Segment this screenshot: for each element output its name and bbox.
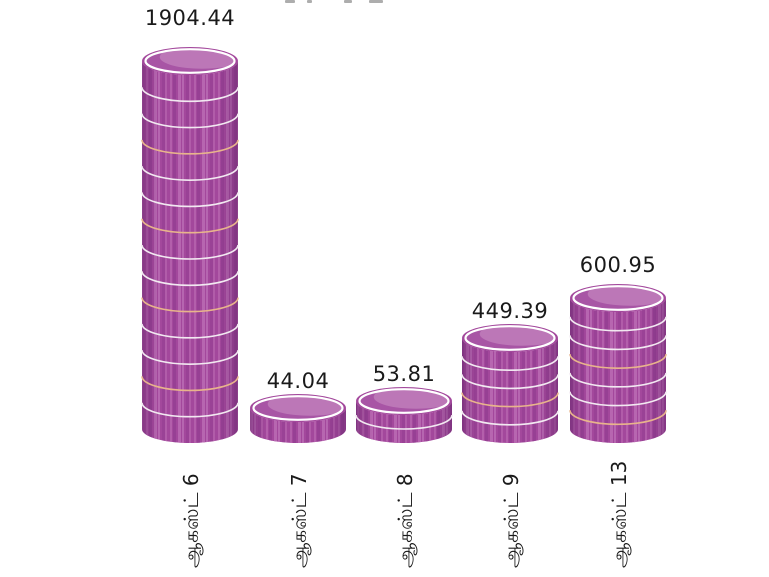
- coin-ring: [572, 285, 664, 311]
- coin-divider: [569, 372, 667, 388]
- coin-divider: [141, 350, 239, 365]
- coin-divider: [141, 376, 239, 392]
- coin-divider: [141, 323, 239, 339]
- coin-ring: [252, 395, 344, 421]
- coin-divider: [461, 392, 559, 408]
- category-label: ஆகஸ்ட் 9: [499, 473, 524, 568]
- value-label: 53.81: [373, 362, 436, 386]
- coin-divider: [141, 166, 239, 181]
- coin-divider: [355, 414, 453, 430]
- coin-divider: [141, 192, 239, 208]
- coin-divider: [461, 356, 559, 371]
- coin-divider: [141, 113, 239, 129]
- value-label: 449.39: [472, 299, 548, 323]
- value-label: 1904.44: [145, 6, 235, 30]
- coin-divider: [569, 354, 667, 369]
- category-label: ஆகஸ்ட் 6: [179, 473, 204, 568]
- coin-divider: [461, 410, 559, 426]
- cropped-title-fragment: [285, 0, 383, 3]
- coin-divider: [141, 402, 239, 418]
- bar: 449.39 ஆகஸ்ட் 9: [461, 299, 559, 568]
- category-label: ஆகஸ்ட் 8: [393, 473, 418, 568]
- coin-divider: [569, 316, 667, 332]
- coin-divider: [569, 410, 667, 426]
- coin-divider: [141, 218, 239, 234]
- coin-divider: [141, 139, 239, 155]
- coin-divider: [141, 87, 239, 103]
- coin-divider: [141, 271, 239, 287]
- bar: 53.81 ஆகஸ்ட் 8: [355, 362, 453, 568]
- value-label: 44.04: [267, 369, 330, 393]
- coin-ring: [358, 388, 450, 414]
- category-label: ஆகஸ்ட் 13: [607, 461, 632, 568]
- coin-divider: [569, 335, 667, 351]
- bar: 44.04 ஆகஸ்ட் 7: [250, 369, 346, 568]
- value-label: 600.95: [580, 253, 656, 277]
- coin-divider: [141, 297, 239, 313]
- bar: 600.95 ஆகஸ்ட் 13: [569, 253, 667, 568]
- bar: 1904.44 ஆகஸ்ட் 6: [141, 6, 239, 568]
- coin-divider: [461, 374, 559, 390]
- coin-ring: [464, 325, 556, 351]
- coin-divider: [569, 391, 667, 407]
- category-label: ஆகஸ்ட் 7: [287, 473, 312, 568]
- coin-divider: [141, 244, 239, 260]
- coin-ring: [144, 48, 236, 74]
